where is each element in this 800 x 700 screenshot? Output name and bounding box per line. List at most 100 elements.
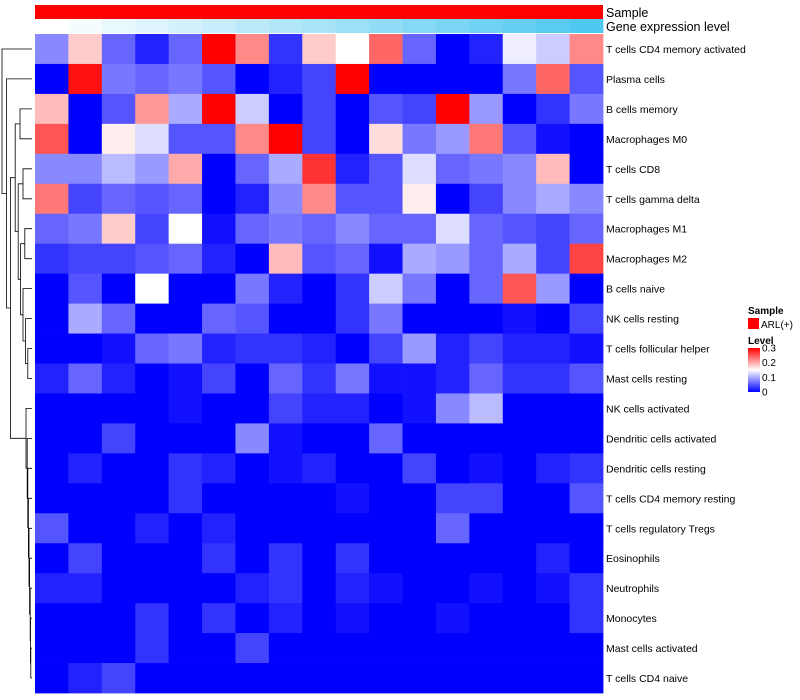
heatmap-cell [35,393,69,424]
heatmap-cell [435,63,470,95]
heatmap-cell [101,633,136,664]
heatmap-cell [235,483,270,514]
heatmap-cell [435,393,470,424]
heatmap-cell [402,123,437,155]
row-label: Eosinophils [606,553,660,565]
heatmap-cell [536,663,570,694]
heatmap-cell [435,93,470,125]
heatmap-cell [35,63,69,95]
row-label: B cells naive [606,284,665,296]
heatmap-cell [569,213,604,245]
heatmap-cell [135,34,170,65]
heatmap-cell [168,243,203,275]
heatmap-cell [135,303,170,334]
heatmap-cell [35,663,69,694]
heatmap-cell [68,603,103,634]
heatmap-cell [502,543,537,574]
heatmap-cell [335,34,370,65]
heatmap-cell [168,483,203,514]
heatmap-cell [369,573,403,604]
heatmap-cell [402,543,437,574]
heatmap-cell [335,303,370,334]
heatmap-cell [536,393,570,424]
heatmap-cell [435,243,470,275]
heatmap-cell [569,273,604,304]
heatmap-cell [402,633,437,664]
heatmap-cell [502,153,537,185]
heatmap-cell [35,183,69,215]
heatmap-cell [335,93,370,125]
heatmap-cell [569,513,604,544]
dendrogram-branch [25,318,32,364]
heatmap-cell [502,273,537,304]
heatmap-cell [35,543,69,574]
heatmap-cell [335,573,370,604]
heatmap-cell [135,393,170,424]
heatmap-cell [202,153,236,185]
heatmap-cell [35,34,69,65]
row-label: T cells CD4 memory resting [606,493,735,505]
heatmap-cell [369,34,403,65]
legend: Sample ARL(+) Level 0.3 0.2 0.1 0 [748,306,793,399]
heatmap-cell [35,453,69,484]
heatmap-cell [402,483,437,514]
expression-annotation-cell [536,19,570,33]
heatmap-cell [536,213,570,245]
heatmap-cell [469,123,504,155]
heatmap-cell [569,573,604,604]
heatmap-cell [569,453,604,484]
row-label: Monocytes [606,613,657,625]
heatmap-cell [202,603,236,634]
heatmap-cell [502,243,537,275]
heatmap-cell [101,63,136,95]
heatmap-cell [35,93,69,125]
heatmap-cell [469,183,504,215]
heatmap-cell [135,573,170,604]
heatmap-cell [168,273,203,304]
heatmap-cell [101,123,136,155]
heatmap-cell [202,663,236,694]
heatmap-cell [536,243,570,275]
heatmap-cell [435,333,470,364]
expression-annotation-cell [101,19,136,33]
dendrogram-branch [27,348,32,379]
heatmap-cell [402,34,437,65]
heatmap-cell [369,273,403,304]
heatmap-cell [268,363,303,394]
heatmap-cell [268,183,303,215]
legend-sample-title: Sample [748,306,784,317]
heatmap-cell [68,483,103,514]
expression-annotation-cell [569,19,604,33]
heatmap-cell [569,633,604,664]
heatmap-cell [268,603,303,634]
heatmap-cell [536,63,570,95]
legend-tick-label: 0.2 [762,358,776,369]
heatmap-cell [335,273,370,304]
heatmap-cell [469,34,504,65]
heatmap-cell [536,93,570,125]
heatmap-cell [302,213,337,245]
heatmap-cell [369,513,403,544]
heatmap-cell [335,153,370,185]
heatmap-cell [335,453,370,484]
heatmap-cell [335,543,370,574]
heatmap-cell [68,363,103,394]
heatmap-cell [168,513,203,544]
heatmap-cell [536,423,570,454]
heatmap-cell [435,453,470,484]
heatmap-cell [235,393,270,424]
heatmap-cell [101,513,136,544]
heatmap-cell [202,93,236,125]
heatmap-cell [35,423,69,454]
heatmap-cell [135,93,170,125]
heatmap-cell [235,183,270,215]
heatmap-cell [302,363,337,394]
heatmap-cell [536,513,570,544]
heatmap-cell [168,63,203,95]
heatmap-cell [68,663,103,694]
heatmap-cell [68,633,103,664]
heatmap-cell [369,633,403,664]
heatmap-cell [502,573,537,604]
heatmap-cell [502,363,537,394]
heatmap-cell [569,63,604,95]
